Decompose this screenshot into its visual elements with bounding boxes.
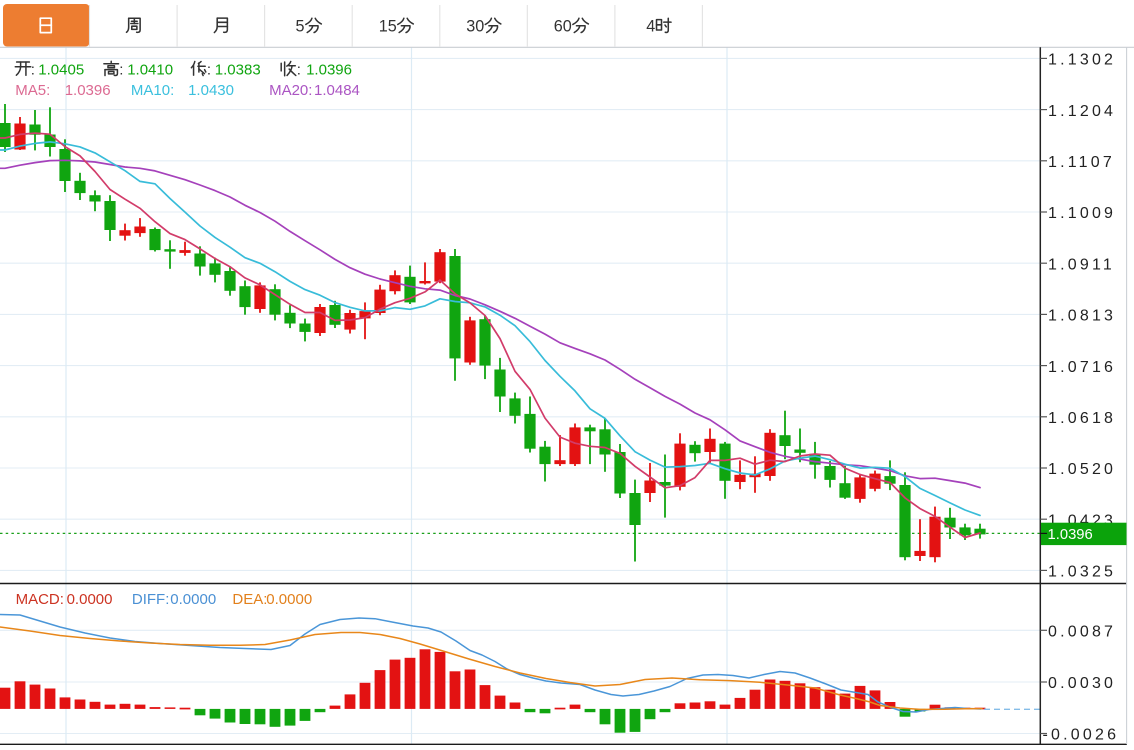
svg-text::: : — [297, 62, 301, 79]
svg-text:1.0618: 1.0618 — [1048, 410, 1116, 427]
svg-text::: : — [31, 62, 35, 79]
svg-text:1.1009: 1.1009 — [1048, 205, 1116, 222]
svg-text:1.0396: 1.0396 — [65, 82, 111, 99]
svg-text:1.0410: 1.0410 — [127, 62, 173, 79]
svg-text:1.0716: 1.0716 — [1048, 359, 1116, 376]
svg-text:-0.0026: -0.0026 — [1043, 727, 1120, 744]
svg-text:MA20:: MA20: — [269, 82, 312, 99]
svg-text::: : — [207, 62, 211, 79]
svg-text:5: 5 — [296, 18, 305, 36]
svg-text:1.1302: 1.1302 — [1048, 52, 1116, 69]
svg-text:1.0813: 1.0813 — [1048, 308, 1116, 325]
svg-text:MACD:: MACD: — [16, 591, 64, 608]
svg-text:0.0087: 0.0087 — [1048, 624, 1116, 641]
svg-text:DEA:: DEA: — [232, 591, 267, 608]
svg-text:1.0430: 1.0430 — [188, 82, 234, 99]
svg-text:0.0030: 0.0030 — [1048, 675, 1116, 692]
svg-text:0.0000: 0.0000 — [266, 591, 312, 608]
svg-text:0.0000: 0.0000 — [170, 591, 216, 608]
svg-text:4: 4 — [646, 18, 655, 36]
svg-text:15: 15 — [379, 18, 397, 36]
svg-text:1.0396: 1.0396 — [306, 62, 352, 79]
svg-text:1.0484: 1.0484 — [314, 82, 360, 99]
svg-text:30: 30 — [466, 18, 484, 36]
svg-text:0.0000: 0.0000 — [67, 591, 113, 608]
svg-text:1.0383: 1.0383 — [215, 62, 261, 79]
svg-text:1.1204: 1.1204 — [1048, 103, 1116, 120]
svg-text:1.0405: 1.0405 — [38, 62, 84, 79]
svg-text::: : — [119, 62, 123, 79]
svg-text:1.0520: 1.0520 — [1048, 461, 1116, 478]
svg-text:1.1107: 1.1107 — [1048, 154, 1115, 171]
svg-text:DIFF:: DIFF: — [132, 591, 170, 608]
svg-text:1.0396: 1.0396 — [1048, 527, 1093, 543]
svg-text:MA5:: MA5: — [15, 82, 50, 99]
svg-text:1.0911: 1.0911 — [1048, 256, 1115, 273]
svg-text:MA10:: MA10: — [131, 82, 174, 99]
svg-text:1.0325: 1.0325 — [1048, 564, 1116, 581]
svg-text:60: 60 — [554, 18, 572, 36]
